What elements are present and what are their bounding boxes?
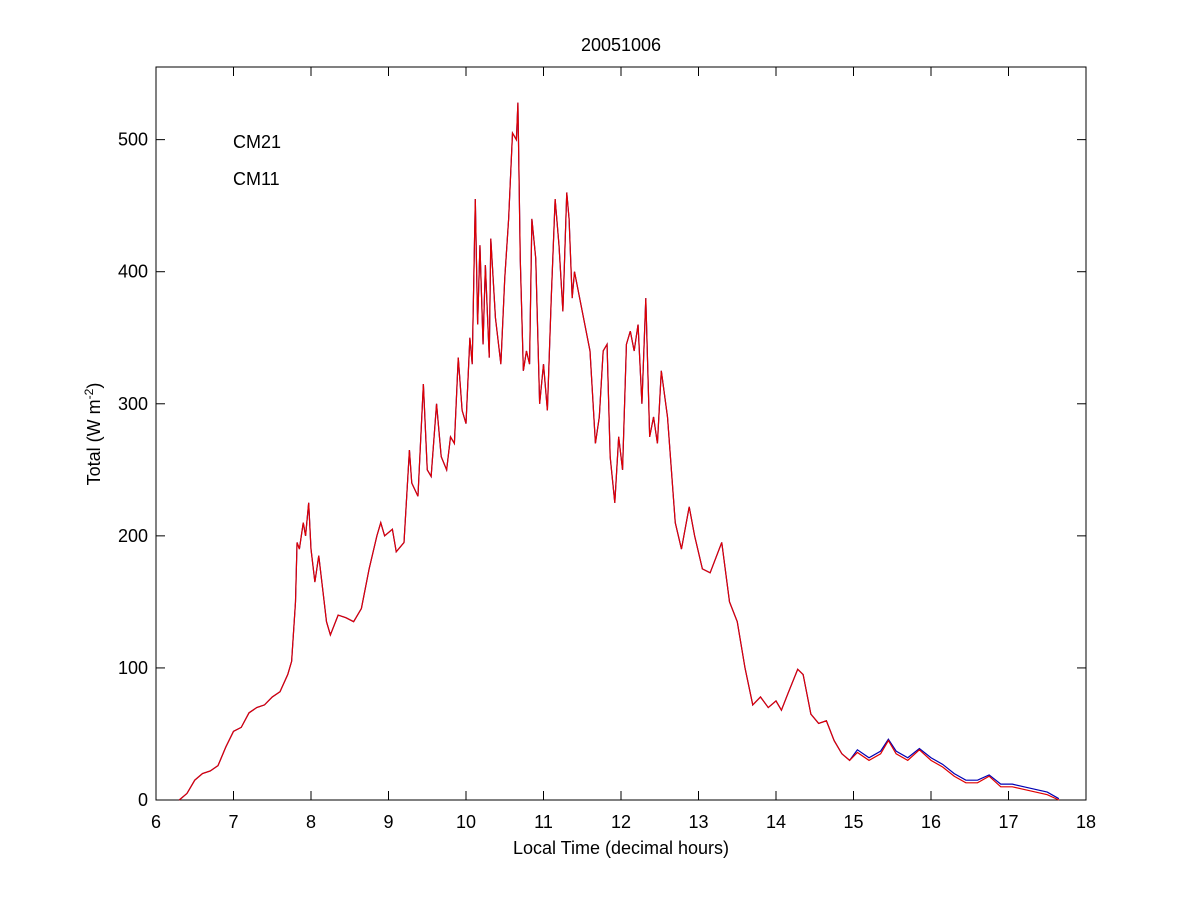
y-axis-label-text: Total (W m bbox=[84, 399, 104, 485]
y-axis-label-end: ) bbox=[84, 383, 104, 389]
x-tick-label: 12 bbox=[611, 812, 631, 832]
x-tick-label: 16 bbox=[921, 812, 941, 832]
x-tick-label: 8 bbox=[306, 812, 316, 832]
x-tick-label: 14 bbox=[766, 812, 786, 832]
x-tick-label: 6 bbox=[151, 812, 161, 832]
y-tick-label: 300 bbox=[118, 394, 148, 414]
y-tick-label: 400 bbox=[118, 262, 148, 282]
x-axis-label: Local Time (decimal hours) bbox=[513, 838, 729, 858]
x-tick-label: 15 bbox=[843, 812, 863, 832]
y-tick-label: 100 bbox=[118, 658, 148, 678]
x-tick-label: 9 bbox=[383, 812, 393, 832]
x-tick-label: 10 bbox=[456, 812, 476, 832]
x-tick-label: 17 bbox=[998, 812, 1018, 832]
x-tick-label: 11 bbox=[534, 812, 553, 832]
chart-title: 20051006 bbox=[581, 35, 661, 55]
series-line bbox=[178, 102, 1060, 801]
x-tick-label: 13 bbox=[688, 812, 708, 832]
y-tick-label: 0 bbox=[138, 790, 148, 810]
legend-label: CM11 bbox=[233, 169, 280, 189]
legend-label: CM21 bbox=[233, 132, 281, 152]
y-tick-label: 200 bbox=[118, 526, 148, 546]
y-axis-label: Total (W m-2) bbox=[82, 383, 104, 486]
y-axis-label-sup: -2 bbox=[82, 388, 96, 399]
x-tick-label: 18 bbox=[1076, 812, 1096, 832]
x-tick-label: 7 bbox=[228, 812, 238, 832]
y-tick-label: 500 bbox=[118, 130, 148, 150]
